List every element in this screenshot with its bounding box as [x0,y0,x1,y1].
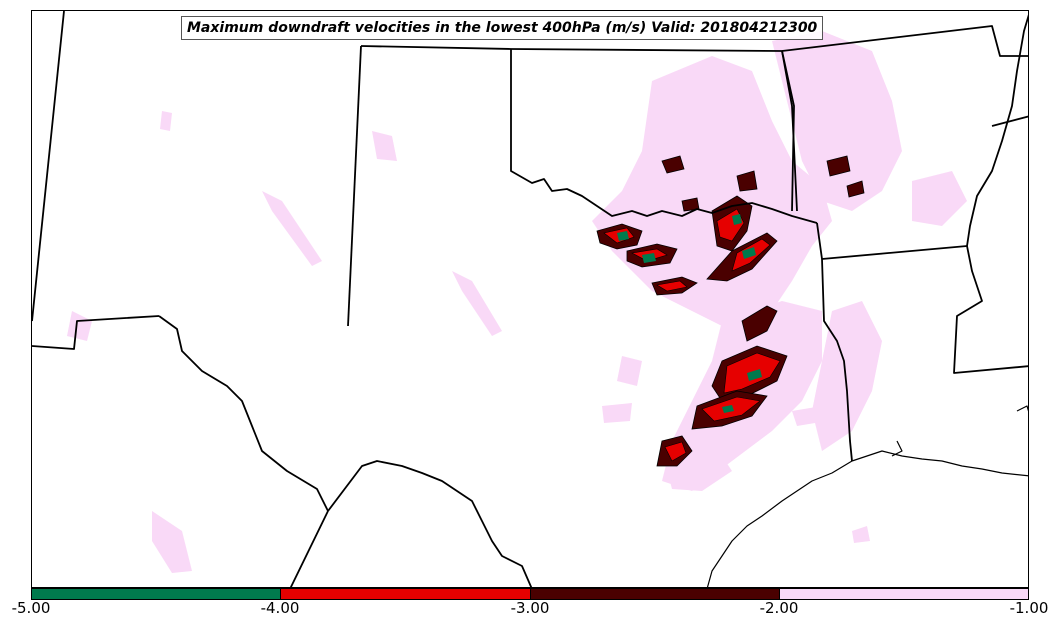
light-downdraft-regions [67,31,967,573]
gulf-coastline [706,405,1028,587]
map-canvas [32,11,1028,587]
colorbar-tick: -3.00 [510,599,550,617]
colorbar-tick: -1.00 [1009,599,1049,617]
colorbar-segment-2 [281,589,531,599]
colorbar [31,588,1029,600]
map-title: Maximum downdraft velocities in the lowe… [181,16,824,40]
colorbar-tick: -4.00 [260,599,300,617]
green-downdraft-regions [617,214,762,413]
colorbar-tick: -5.00 [11,599,51,617]
colorbar-segment-3 [530,589,780,599]
colorbar-tick: -2.00 [759,599,799,617]
state-boundaries [32,11,1028,587]
colorbar-segment-1 [32,589,282,599]
colorbar-segment-4 [779,589,1028,599]
map-panel [31,10,1029,588]
